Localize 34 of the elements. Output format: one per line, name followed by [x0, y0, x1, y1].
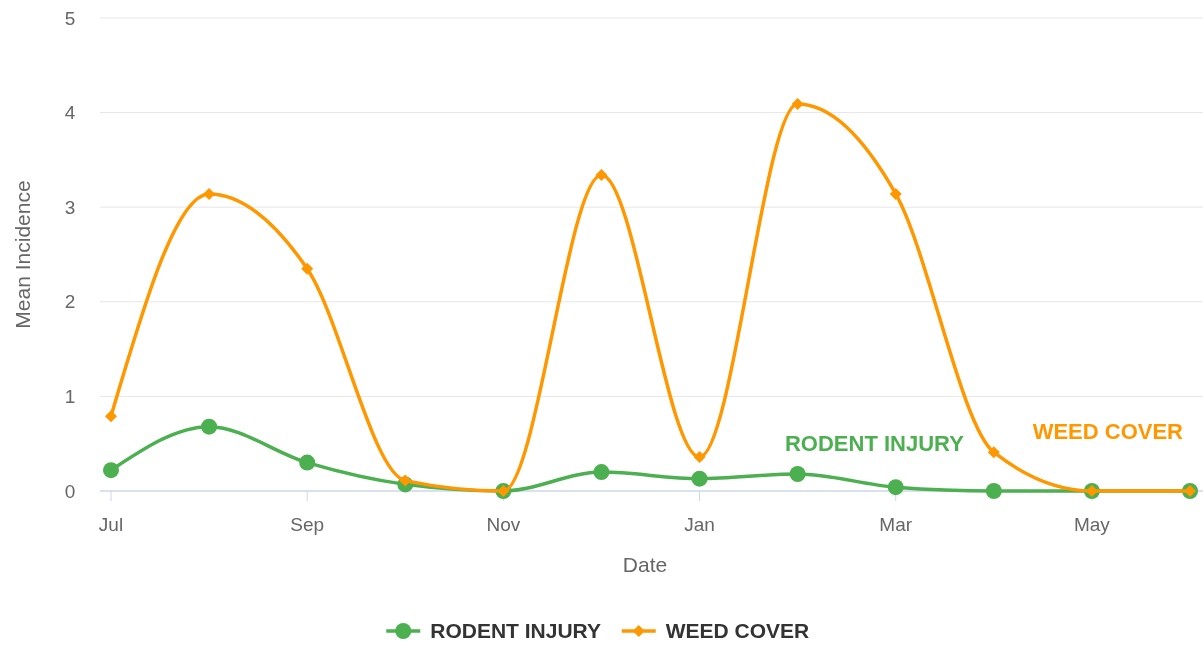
- y-tick-label: 5: [64, 7, 76, 29]
- point: [791, 98, 804, 111]
- y-tick-label: 4: [64, 102, 76, 124]
- x-axis-title: Date: [622, 553, 668, 576]
- point: [889, 187, 902, 200]
- text: RODENT INJURY: [784, 431, 964, 456]
- text: WEED COVER: [1032, 419, 1183, 444]
- point: [103, 462, 119, 479]
- point: [691, 470, 708, 487]
- x-tick-label: Jul: [98, 514, 124, 535]
- x-tick-label: Sep: [290, 514, 325, 535]
- point: [595, 169, 608, 182]
- y-tick-label: 2: [64, 291, 76, 313]
- point: [299, 454, 316, 471]
- x-tick-label: Jan: [684, 514, 715, 535]
- point: [399, 474, 412, 487]
- point: [593, 464, 610, 481]
- x-tick-label: Nov: [486, 514, 521, 535]
- y-tick-label: 1: [64, 386, 76, 408]
- point: [887, 479, 904, 496]
- point: [789, 465, 806, 482]
- point: [301, 262, 314, 275]
- y-tick-label: 0: [64, 480, 76, 502]
- x-tick-label: May: [1073, 514, 1111, 535]
- x-tick-label: Mar: [879, 514, 913, 535]
- legend-label: RODENT INJURY: [430, 619, 601, 642]
- y-axis-title: Mean Incidence: [11, 180, 34, 329]
- point: [693, 450, 706, 463]
- point: [105, 410, 117, 423]
- point: [987, 446, 1000, 459]
- y-tick-label: 3: [64, 196, 76, 218]
- legend-label: WEED COVER: [665, 619, 810, 642]
- point: [985, 483, 1002, 499]
- point: [201, 418, 218, 435]
